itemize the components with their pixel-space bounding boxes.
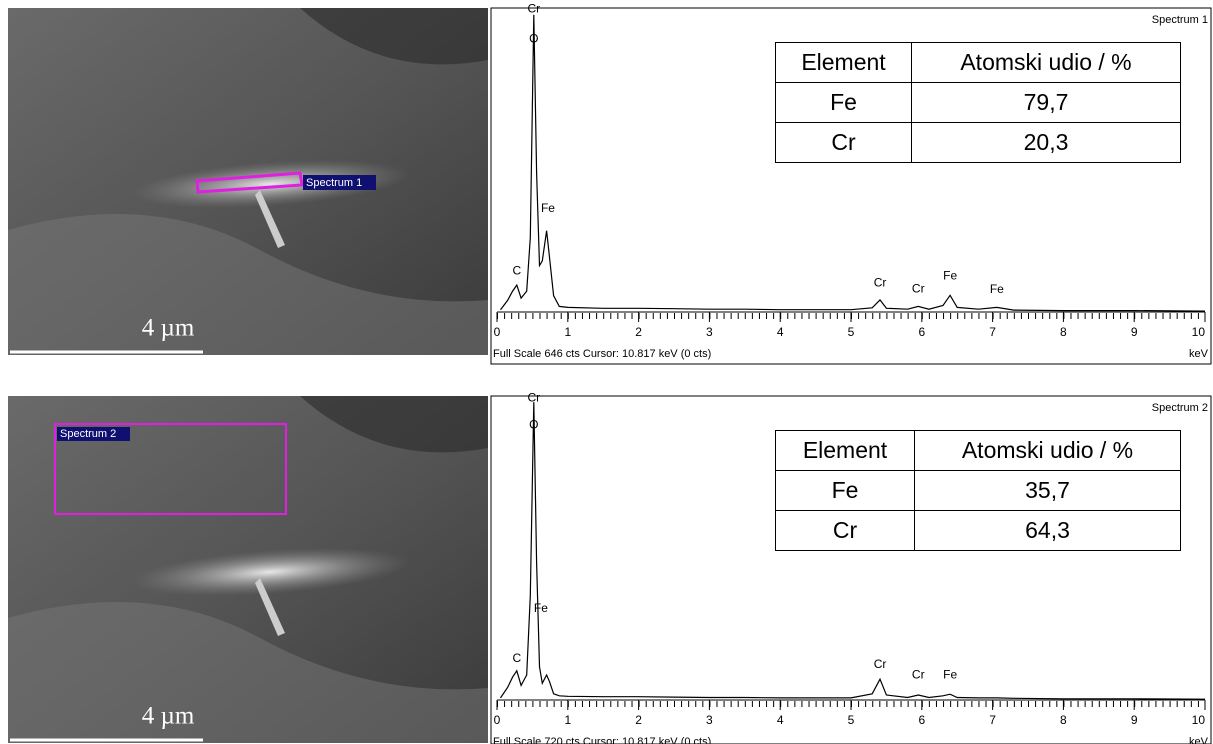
x-tick-label: 5 xyxy=(848,325,855,339)
peak-label: Cr xyxy=(874,657,887,671)
sem-feature xyxy=(130,159,410,209)
peak-label: Fe xyxy=(541,201,555,215)
sem-ridge xyxy=(300,8,488,65)
peak-label: Fe xyxy=(990,282,1004,296)
spectrum-title: Spectrum 2 xyxy=(1152,402,1208,414)
sem-ridge xyxy=(8,214,488,355)
table-cell: Element xyxy=(775,430,915,471)
region-label: Spectrum 2 xyxy=(60,428,116,440)
sem-needle xyxy=(255,190,285,248)
table-cell: Element xyxy=(775,42,912,83)
spectrum-line xyxy=(500,14,1206,312)
table-cell: Fe xyxy=(775,470,915,511)
x-tick-label: 2 xyxy=(635,325,642,339)
x-tick-label: 1 xyxy=(564,325,571,339)
sem-feature xyxy=(130,547,410,597)
table-cell: 35,7 xyxy=(914,470,1181,511)
spectrum-line xyxy=(500,402,1206,700)
peak-label: O xyxy=(529,31,538,45)
x-tick-label: 10 xyxy=(1192,713,1206,727)
sem-needle xyxy=(255,578,285,636)
sem-ridge xyxy=(300,396,488,453)
x-tick-label: 7 xyxy=(989,325,996,339)
table-cell: 79,7 xyxy=(911,82,1181,123)
scale-label: 4 µm xyxy=(142,315,195,342)
peak-label: Fe xyxy=(534,601,548,615)
peak-label: Cr xyxy=(912,281,925,295)
peak-label: C xyxy=(512,651,521,665)
x-tick-label: 3 xyxy=(706,713,713,727)
x-tick-label: 6 xyxy=(918,325,925,339)
composition-table: Element Atomski udio / % Fe 35,7 Cr 64,3 xyxy=(775,430,1181,551)
x-axis-label: keV xyxy=(1189,348,1209,360)
x-axis-label: keV xyxy=(1189,736,1209,744)
table-cell: Atomski udio / % xyxy=(911,42,1181,83)
table-cell: 20,3 xyxy=(911,122,1181,163)
table-cell: Atomski udio / % xyxy=(914,430,1181,471)
x-tick-label: 3 xyxy=(706,325,713,339)
x-tick-label: 9 xyxy=(1131,325,1138,339)
table-cell: 64,3 xyxy=(914,510,1181,551)
x-tick-label: 1 xyxy=(564,713,571,727)
x-tick-label: 4 xyxy=(777,325,784,339)
region-box xyxy=(54,423,287,515)
table-cell: Fe xyxy=(775,82,912,123)
x-tick-label: 4 xyxy=(777,713,784,727)
x-tick-label: 6 xyxy=(918,713,925,727)
sem-ridge xyxy=(8,602,488,743)
x-tick-label: 7 xyxy=(989,713,996,727)
table-cell: Cr xyxy=(775,122,912,163)
spectrum-title: Spectrum 1 xyxy=(1152,14,1208,26)
region-label: Spectrum 1 xyxy=(306,177,362,189)
region-label-bg xyxy=(57,427,130,441)
peak-label: Cr xyxy=(527,390,540,404)
peak-label: Fe xyxy=(943,268,957,282)
peak-label: Cr xyxy=(912,668,925,682)
table-cell: Cr xyxy=(775,510,915,551)
peak-label: Cr xyxy=(874,275,887,289)
x-tick-label: 8 xyxy=(1060,325,1067,339)
region-box xyxy=(195,171,304,194)
x-tick-label: 5 xyxy=(848,713,855,727)
peak-label: C xyxy=(512,264,521,278)
peak-label: Cr xyxy=(527,1,540,15)
x-tick-label: 10 xyxy=(1192,325,1206,339)
x-tick-label: 0 xyxy=(494,325,501,339)
peak-label: O xyxy=(529,418,538,432)
spectrum-footer: Full Scale 646 cts Cursor: 10.817 keV (0… xyxy=(493,348,711,360)
x-tick-label: 2 xyxy=(635,713,642,727)
x-tick-label: 9 xyxy=(1131,713,1138,727)
x-tick-label: 0 xyxy=(494,713,501,727)
x-tick-label: 8 xyxy=(1060,713,1067,727)
peak-label: Fe xyxy=(943,668,957,682)
spectrum-footer: Full Scale 720 cts Cursor: 10.817 keV (0… xyxy=(493,736,711,744)
region-label-bg xyxy=(303,175,376,190)
composition-table: Element Atomski udio / % Fe 79,7 Cr 20,3 xyxy=(775,42,1181,163)
scale-label: 4 µm xyxy=(142,703,195,730)
